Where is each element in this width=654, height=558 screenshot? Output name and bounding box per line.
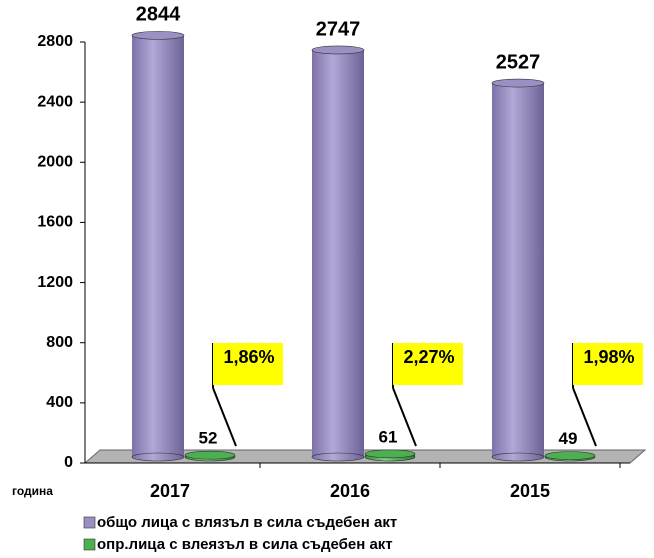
- bar-top: [311, 45, 365, 55]
- bar-top: [184, 450, 236, 460]
- x-tick-label: 2015: [510, 481, 550, 501]
- y-tick-label: 2800: [37, 33, 73, 50]
- data-label: 2747: [316, 18, 361, 40]
- y-tick-label: 2000: [37, 154, 73, 171]
- legend-swatch: [83, 516, 96, 529]
- bar-base: [491, 452, 545, 462]
- bar-base: [131, 452, 185, 462]
- bar: [492, 83, 544, 458]
- data-label: 2527: [496, 51, 541, 73]
- annotation-box: [393, 343, 463, 385]
- callout-line: [572, 387, 597, 447]
- bar-top: [131, 31, 185, 40]
- annotation: 1,86%: [223, 347, 274, 367]
- callout-line: [212, 387, 237, 447]
- data-label: 2844: [136, 4, 181, 26]
- legend-swatch: [83, 538, 96, 551]
- data-label: 49: [559, 429, 578, 448]
- y-tick-label: 0: [64, 454, 73, 471]
- bar: [132, 35, 184, 458]
- legend-label: опр.лица с влеязъл в сила съдебен акт: [97, 536, 393, 553]
- y-tick-label: 2400: [37, 93, 73, 110]
- data-label: 52: [199, 429, 218, 448]
- y-tick-label: 1200: [37, 274, 73, 291]
- y-tick-label: 1600: [37, 214, 73, 231]
- y-tick-label: 800: [46, 334, 73, 351]
- annotation-box: [573, 343, 643, 385]
- bar: [312, 49, 364, 457]
- y-tick-label: 400: [46, 394, 73, 411]
- data-label: 61: [379, 427, 398, 446]
- bar-top: [364, 449, 416, 459]
- callout-line: [392, 387, 417, 447]
- x-axis-label: година: [12, 484, 53, 498]
- legend-label: общо лица с влязъл в сила съдебен акт: [97, 514, 397, 531]
- x-tick-label: 2016: [330, 481, 370, 501]
- annotation: 2,27%: [403, 347, 454, 367]
- bar-base: [311, 452, 365, 462]
- annotation: 1,98%: [583, 347, 634, 367]
- x-tick-label: 2017: [150, 481, 190, 501]
- annotation-box: [213, 343, 283, 385]
- bar-top: [491, 78, 545, 88]
- bar-top: [544, 451, 596, 460]
